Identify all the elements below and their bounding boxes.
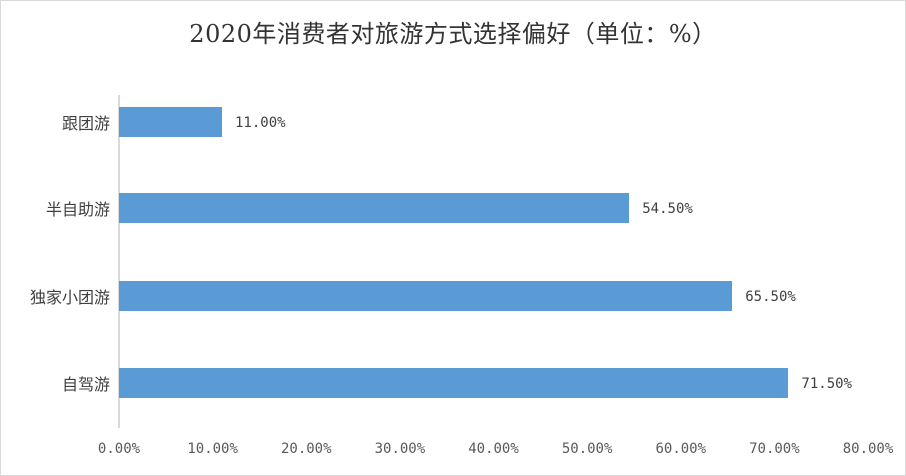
x-tick-label: 60.00% (655, 441, 707, 457)
x-tick-label: 70.00% (749, 441, 800, 457)
x-tick-label: 20.00% (280, 441, 332, 457)
bar[interactable] (119, 107, 222, 137)
data-label: 54.50% (642, 201, 693, 217)
category-label: 半自助游 (45, 200, 110, 219)
x-tick-label: 30.00% (374, 441, 426, 457)
data-label: 65.50% (745, 289, 796, 305)
category-axis-line (118, 95, 120, 428)
category-label: 独家小团游 (29, 288, 110, 307)
x-tick-label: 0.00% (97, 441, 141, 457)
x-tick-label: 10.00% (187, 441, 238, 457)
x-tick-label: 40.00% (468, 441, 519, 457)
x-tick-label: 80.00% (842, 441, 894, 457)
chart-title: 2020年消费者对旅游方式选择偏好（单位：%） (189, 20, 717, 48)
category-label: 自驾游 (61, 375, 110, 394)
x-tick-label: 50.00% (561, 441, 613, 457)
data-label: 71.50% (801, 376, 852, 392)
category-label: 跟团游 (61, 114, 110, 133)
bar[interactable] (119, 281, 733, 311)
bar[interactable] (119, 368, 789, 398)
data-label: 11.00% (234, 115, 286, 131)
bar[interactable] (119, 193, 630, 223)
